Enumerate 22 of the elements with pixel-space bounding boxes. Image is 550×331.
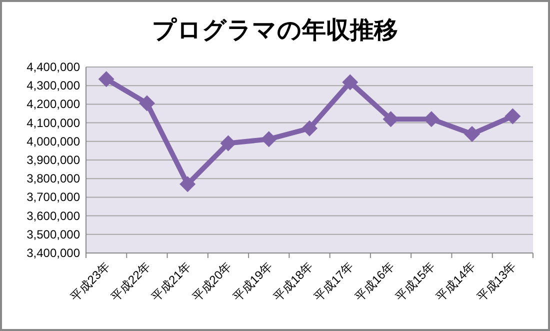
y-tick-label: 4,100,000 bbox=[26, 116, 80, 130]
y-tick-label: 4,400,000 bbox=[26, 60, 80, 74]
point bbox=[302, 120, 318, 136]
y-tick-label: 3,700,000 bbox=[26, 190, 80, 204]
point bbox=[180, 176, 196, 192]
y-tick-label: 3,800,000 bbox=[26, 172, 80, 186]
y-tick-label: 3,500,000 bbox=[26, 227, 80, 242]
y-tick-label: 4,200,000 bbox=[26, 97, 80, 112]
y-tick-label: 3,400,000 bbox=[26, 246, 80, 260]
point bbox=[504, 108, 521, 124]
y-tick-label: 4,300,000 bbox=[26, 78, 80, 93]
point bbox=[220, 135, 236, 152]
y-tick-label: 3,900,000 bbox=[26, 153, 80, 167]
point bbox=[464, 126, 480, 142]
point bbox=[98, 71, 114, 88]
point bbox=[138, 95, 155, 112]
chart-title: プログラマの年収推移 bbox=[152, 17, 398, 44]
x-tick-label: 平成13年 bbox=[474, 259, 519, 304]
y-tick-label: 3,600,000 bbox=[26, 208, 80, 223]
point bbox=[342, 74, 358, 90]
y-tick-label: 4,000,000 bbox=[26, 134, 80, 148]
point bbox=[260, 131, 277, 148]
